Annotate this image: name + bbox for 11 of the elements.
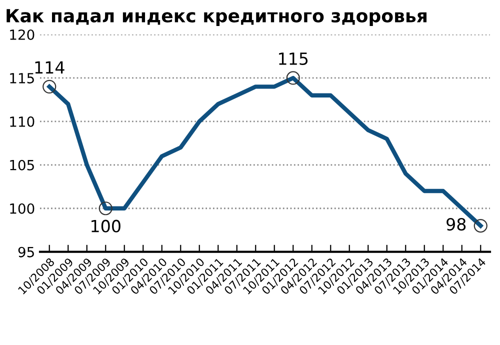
y-tick-label: 110 — [10, 116, 34, 127]
annotation: 115 — [279, 52, 308, 66]
annotation: 100 — [92, 220, 120, 232]
y-tick-label: 100 — [10, 203, 34, 214]
annotation: 114 — [35, 61, 64, 74]
y-tick-label: 105 — [10, 160, 34, 170]
annotation: 98 — [446, 218, 466, 231]
y-tick-label: 95 — [18, 246, 34, 258]
chart-title: Как падал индекс кредитного здоровья — [6, 9, 426, 26]
y-tick-label: 115 — [10, 73, 34, 84]
y-tick-label: 120 — [10, 29, 34, 40]
